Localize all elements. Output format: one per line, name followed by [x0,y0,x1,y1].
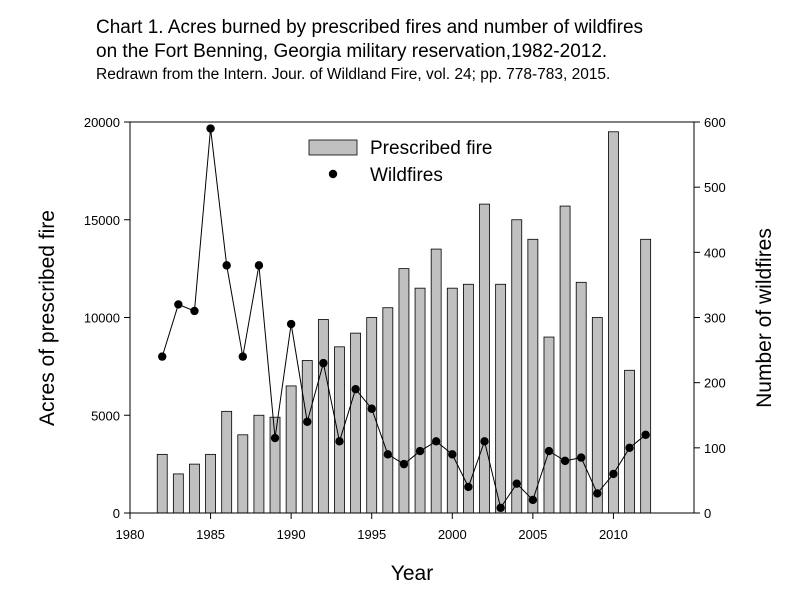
bar-1989 [269,416,281,514]
bar-1984 [189,463,200,514]
y-right-tick-label-200: 200 [704,376,726,391]
chart-subtitle: Redrawn from the Intern. Jour. of Wildla… [96,66,611,83]
legend-swatch-prescribed-fire [308,139,358,156]
bar-1985 [205,453,216,514]
x-tick-label-1995: 1995 [357,527,386,542]
bar-1983 [172,473,184,514]
bar-2006 [543,336,555,514]
wildfire-point-1983 [174,300,183,309]
wildfire-point-1982 [158,352,167,361]
wildfire-point-1995 [367,404,376,413]
bar-2008 [575,281,587,514]
wildfire-point-2006 [544,446,554,456]
y-left-tick-label-10000: 10000 [84,311,120,326]
y-right-tick-label-100: 100 [704,441,726,456]
bar-2012 [640,238,652,514]
wildfire-point-1996 [383,450,393,459]
bar-2009 [591,317,603,514]
wildfire-point-1992 [319,358,328,368]
bar-1998 [414,287,426,514]
wildfire-point-2000 [448,450,457,459]
wildfire-point-1998 [415,446,425,456]
bar-2002 [479,203,490,514]
bar-2007 [559,205,571,514]
y-right-tick-label-600: 600 [704,115,726,130]
wildfire-point-2001 [464,482,473,492]
wildfire-point-2009 [593,489,602,498]
x-tick-label-2005: 2005 [518,527,547,542]
wildfire-point-1989 [270,433,280,443]
bar-2003 [495,283,507,514]
wildfire-point-2005 [528,495,538,505]
x-tick-label-1985: 1985 [196,527,225,542]
y-left-tick-label-5000: 5000 [91,408,120,423]
wildfire-point-1990 [286,319,296,329]
bar-1992 [317,319,329,514]
bar-2001 [462,283,474,514]
chart-title-line1: Chart 1. Acres burned by prescribed fire… [96,17,644,38]
wildfire-point-2003 [496,503,505,512]
y-right-tick-label-0: 0 [704,506,711,521]
x-tick-label-2010: 2010 [599,527,628,542]
x-axis-label: Year [391,562,433,585]
wildfire-point-1988 [254,261,264,270]
bar-1994 [350,332,362,514]
y-right-tick-label-400: 400 [704,245,726,260]
x-tick-label-1990: 1990 [277,527,306,542]
y-left-tick-label-20000: 20000 [84,115,120,130]
legend-label-prescribed-fire: Prescribed fire [370,138,493,159]
wildfire-point-2004 [512,479,521,488]
bar-1986 [221,410,233,514]
bar-2005 [527,238,539,514]
wildfire-point-1985 [206,124,215,133]
wildfire-point-2007 [560,456,570,466]
wildfire-point-1993 [335,437,344,446]
bar-1991 [301,360,313,514]
y-right-tick-label-500: 500 [704,180,726,195]
bar-1995 [366,317,378,514]
legend: Prescribed fire Wildfires [308,138,493,186]
y-axis-label-left: Acres of prescribed fire [36,210,59,426]
y-right-tick-label-300: 300 [704,311,726,326]
wildfire-point-2010 [609,469,618,479]
wildfire-point-1997 [399,459,409,469]
chart-title: Chart 1. Acres burned by prescribed fire… [96,16,643,64]
bar-2011 [624,369,635,514]
bar-2000 [446,287,458,514]
bar-1987 [237,434,249,514]
chart-title-line2: on the Fort Benning, Georgia military re… [96,41,608,62]
wildfire-point-2011 [625,443,634,453]
wildfire-point-2012 [641,430,650,439]
bar-1990 [285,385,297,514]
y-left-tick-label-15000: 15000 [84,213,120,228]
y-left-tick-label-0: 0 [113,506,120,521]
line-series-group [158,124,650,512]
bar-series-group [156,131,652,514]
bar-2004 [511,219,523,514]
wildfire-point-1986 [222,261,231,270]
axes-group: 1980 1985 1990 1995 2000 2005 2010050001000015… [84,115,726,542]
wildfire-point-1994 [351,384,360,394]
bar-1982 [156,453,168,514]
bar-1997 [398,268,410,514]
wildfire-point-2002 [480,437,489,446]
legend-label-wildfires: Wildfires [370,165,443,186]
bar-1999 [430,248,442,514]
y-axis-label-right: Number of wildfires [753,228,776,408]
x-tick-label-1980: 1980 [116,527,145,542]
wildfire-point-1987 [238,352,247,361]
wildfire-point-1984 [190,306,199,316]
x-tick-label-2000: 2000 [438,527,467,542]
wildfire-point-1991 [303,417,312,426]
bar-1996 [382,307,394,514]
bar-2010 [608,131,619,514]
legend-marker-wildfires [328,169,338,179]
wildfire-point-1999 [431,437,441,446]
bar-1988 [253,414,265,514]
wildfire-point-2008 [577,453,586,462]
